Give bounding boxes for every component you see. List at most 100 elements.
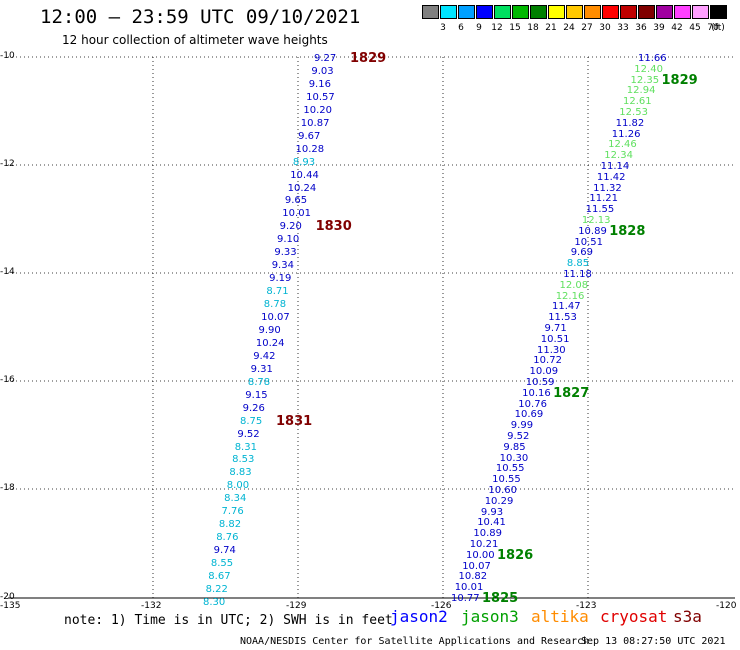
wave-height-value: 8.71 bbox=[266, 286, 289, 298]
wave-height-value: 10.09 bbox=[529, 366, 559, 378]
wave-height-value: 10.76 bbox=[518, 398, 547, 410]
page-subtitle: 12 hour collection of altimeter wave hei… bbox=[62, 33, 328, 47]
wave-height-value: 10.60 bbox=[488, 485, 518, 496]
wave-height-value: 11.66 bbox=[638, 53, 667, 64]
wave-height-value: 10.28 bbox=[295, 143, 325, 155]
color-scale-label: 33 bbox=[617, 23, 629, 33]
color-scale-label: 42 bbox=[671, 23, 683, 33]
wave-height-value: 11.42 bbox=[596, 171, 626, 183]
lat-label: -18 bbox=[0, 483, 15, 493]
wave-height-value: 9.85 bbox=[503, 441, 526, 453]
wave-height-value: 9.10 bbox=[277, 234, 300, 246]
pass-time-label: 1830 bbox=[315, 219, 352, 235]
credit-source: NOAA/NESDIS Center for Satellite Applica… bbox=[240, 636, 590, 647]
wave-height-value: 10.21 bbox=[469, 539, 499, 550]
wave-height-value: 10.51 bbox=[540, 333, 570, 345]
legend-altika: altika bbox=[531, 607, 589, 626]
wave-height-value: 12.46 bbox=[608, 139, 637, 151]
color-scale-label: 36 bbox=[635, 23, 647, 33]
wave-height-value: 12.16 bbox=[555, 290, 585, 302]
lat-label: -20 bbox=[0, 592, 15, 602]
wave-height-value: 9.20 bbox=[279, 221, 302, 233]
wave-height-value: 10.89 bbox=[578, 225, 607, 237]
color-scale-cell bbox=[584, 5, 601, 19]
wave-height-value: 11.30 bbox=[537, 344, 566, 356]
color-scale-label: 21 bbox=[545, 23, 557, 33]
wave-height-value: 11.53 bbox=[548, 312, 577, 324]
color-scale-cell bbox=[710, 5, 727, 19]
color-scale-cell bbox=[458, 5, 475, 19]
wave-height-value: 8.75 bbox=[240, 415, 263, 427]
wave-height-value: 12.61 bbox=[623, 96, 652, 108]
wave-height-value: 9.16 bbox=[308, 78, 331, 90]
wave-height-value: 9.33 bbox=[274, 247, 297, 259]
wave-height-value: 8.34 bbox=[224, 493, 247, 505]
color-scale-cell bbox=[530, 5, 547, 19]
wave-height-value: 11.32 bbox=[593, 182, 622, 194]
wave-height-value: 7.76 bbox=[221, 506, 244, 518]
wave-height-value: 8.78 bbox=[263, 299, 287, 310]
pass-time-label: 1829 bbox=[661, 72, 698, 88]
wave-height-value: 11.55 bbox=[585, 204, 615, 216]
color-scale-cell bbox=[494, 5, 511, 19]
wave-height-value: 8.55 bbox=[210, 558, 234, 569]
color-scale-cell bbox=[422, 5, 439, 19]
wave-height-value: 12.13 bbox=[581, 215, 611, 226]
color-scale-cell bbox=[692, 5, 709, 19]
wave-height-value: 12.35 bbox=[630, 74, 660, 86]
wave-height-value: 10.29 bbox=[484, 495, 514, 507]
lon-label: -123 bbox=[576, 601, 597, 611]
wave-height-value: 10.16 bbox=[522, 387, 551, 399]
wave-height-value: 10.07 bbox=[261, 312, 290, 323]
wave-height-value: 9.52 bbox=[237, 428, 260, 440]
wave-height-value: 9.31 bbox=[250, 363, 273, 375]
color-scale-label: 6 bbox=[458, 23, 464, 33]
wave-height-value: 8.22 bbox=[205, 583, 228, 595]
wave-height-value: 10.87 bbox=[300, 117, 330, 129]
wave-height-value: 11.47 bbox=[552, 301, 581, 313]
wave-height-value: 8.67 bbox=[208, 571, 231, 582]
footnote: note: 1) Time is in UTC; 2) SWH is in fe… bbox=[64, 613, 393, 628]
wave-height-value: 10.59 bbox=[525, 377, 555, 388]
wave-height-value: 10.72 bbox=[533, 355, 562, 367]
color-scale-cell bbox=[440, 5, 457, 19]
color-scale-label: 15 bbox=[509, 23, 521, 33]
wave-height-value: 12.53 bbox=[619, 107, 648, 118]
lon-label: -120 bbox=[716, 601, 737, 611]
color-scale-label: 30 bbox=[599, 23, 611, 33]
wave-height-value: 9.42 bbox=[253, 350, 276, 362]
wave-height-value: 11.18 bbox=[563, 269, 592, 280]
lat-label: -10 bbox=[0, 51, 15, 61]
wave-height-value: 10.00 bbox=[466, 549, 495, 561]
wave-height-value: 8.53 bbox=[232, 454, 255, 466]
wave-height-value: 10.57 bbox=[306, 91, 335, 103]
wave-height-value: 10.77 bbox=[451, 593, 480, 604]
wave-height-value: 12.34 bbox=[604, 150, 633, 162]
color-scale-unit: (ft) bbox=[711, 23, 725, 33]
pass-time-label: 1828 bbox=[609, 223, 646, 239]
color-scale-cell bbox=[638, 5, 655, 19]
wave-height-value: 8.82 bbox=[218, 519, 242, 531]
color-scale-label: 18 bbox=[527, 23, 539, 33]
wave-height-value: 10.30 bbox=[499, 452, 529, 464]
wave-height-value: 11.26 bbox=[611, 128, 641, 140]
wave-height-value: 10.55 bbox=[495, 463, 525, 475]
color-scale-cell bbox=[674, 5, 691, 19]
wave-height-value: 12.40 bbox=[634, 63, 663, 75]
wave-height-value: 10.07 bbox=[462, 560, 491, 572]
color-scale-label: 9 bbox=[476, 23, 482, 33]
lat-label: -14 bbox=[0, 267, 15, 277]
wave-height-value: 10.41 bbox=[477, 517, 506, 529]
color-scale-label: 45 bbox=[689, 23, 701, 33]
lon-label: -132 bbox=[141, 601, 162, 611]
lon-label: -135 bbox=[0, 601, 21, 611]
legend-cryosat: cryosat bbox=[600, 607, 668, 626]
pass-time-label: 1831 bbox=[276, 413, 313, 429]
lat-label: -12 bbox=[0, 159, 15, 169]
pass-time-label: 1825 bbox=[482, 591, 519, 606]
wave-height-value: 9.71 bbox=[544, 323, 567, 334]
wave-height-value: 8.93 bbox=[292, 156, 316, 168]
color-scale-cell bbox=[476, 5, 493, 19]
wave-height-value: 10.44 bbox=[290, 169, 319, 181]
